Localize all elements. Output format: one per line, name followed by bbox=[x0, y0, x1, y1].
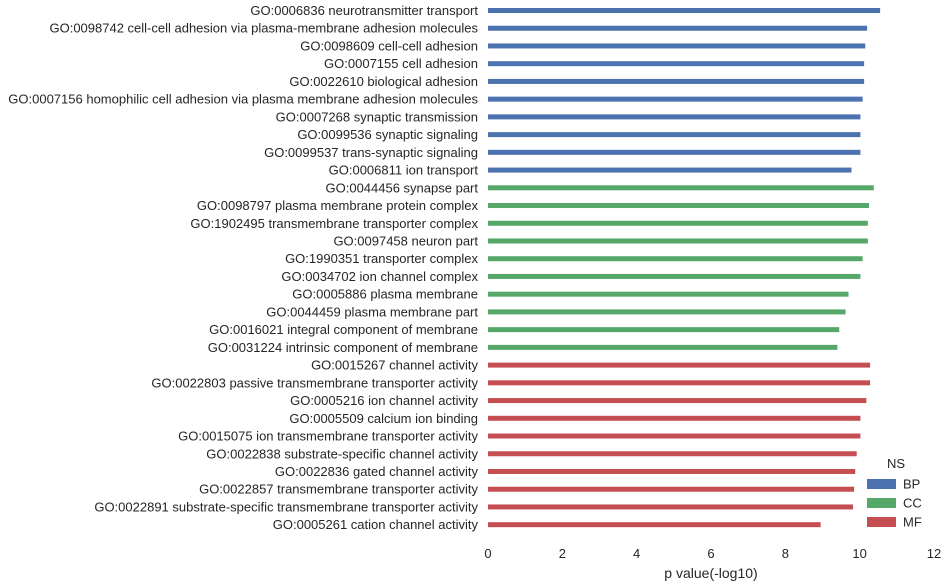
bar-bp-1 bbox=[488, 25, 868, 31]
category-label: GO:0022891 substrate-specific transmembr… bbox=[94, 499, 478, 514]
category-label: GO:0015075 ion transmembrane transporter… bbox=[178, 429, 478, 444]
category-label: GO:0097458 neuron part bbox=[333, 233, 478, 248]
bar-mf-26 bbox=[488, 468, 856, 474]
bar-mf-22 bbox=[488, 398, 867, 404]
category-label: GO:0099536 synaptic signaling bbox=[297, 127, 478, 142]
bar-mf-21 bbox=[488, 380, 871, 386]
legend-swatch-cc bbox=[867, 498, 896, 508]
bar-mf-20 bbox=[488, 362, 871, 368]
category-label: GO:0005509 calcium ion binding bbox=[289, 411, 478, 426]
bar-cc-12 bbox=[488, 220, 868, 226]
legend-swatch-bp bbox=[867, 479, 896, 489]
category-label: GO:0015267 channel activity bbox=[311, 358, 478, 373]
x-axis-title: p value(-log10) bbox=[664, 565, 757, 581]
legend-items: BP CC MF bbox=[867, 477, 922, 530]
legend-swatch-mf bbox=[867, 517, 896, 527]
x-tick-label: 8 bbox=[782, 546, 789, 561]
legend-label-mf: MF bbox=[903, 515, 922, 530]
bar-mf-28 bbox=[488, 504, 853, 510]
bar-bp-0 bbox=[488, 8, 881, 13]
category-label: GO:0007155 cell adhesion bbox=[324, 56, 478, 71]
bar-cc-17 bbox=[488, 309, 846, 315]
category-label: GO:0098609 cell-cell adhesion bbox=[300, 38, 478, 53]
x-tick-label: 0 bbox=[484, 546, 491, 561]
legend-label-bp: BP bbox=[903, 477, 920, 492]
bar-cc-10 bbox=[488, 185, 874, 191]
legend: NS BP CC MF bbox=[867, 456, 922, 530]
bar-cc-13 bbox=[488, 238, 868, 244]
category-label: GO:0031224 intrinsic component of membra… bbox=[208, 340, 478, 355]
bar-mf-29 bbox=[488, 522, 821, 528]
bar-bp-6 bbox=[488, 114, 861, 120]
x-tick-label: 6 bbox=[707, 546, 714, 561]
bar-cc-18 bbox=[488, 327, 840, 333]
bar-bp-4 bbox=[488, 78, 865, 84]
bar-bp-7 bbox=[488, 132, 861, 138]
category-label: GO:0005261 cation channel activity bbox=[273, 517, 479, 532]
category-label: GO:0022836 gated channel activity bbox=[275, 464, 479, 479]
category-label: GO:0098797 plasma membrane protein compl… bbox=[197, 198, 479, 213]
category-label: GO:0044456 synapse part bbox=[326, 180, 479, 195]
category-label: GO:0007268 synaptic transmission bbox=[276, 109, 478, 124]
bar-bp-8 bbox=[488, 149, 861, 155]
category-label: GO:0098742 cell-cell adhesion via plasma… bbox=[49, 21, 478, 36]
category-label: GO:1990351 transporter complex bbox=[285, 251, 478, 266]
x-tick-label: 10 bbox=[852, 546, 866, 561]
x-axis: 0 2 4 6 8 10 12 bbox=[484, 546, 941, 561]
bar-bp-3 bbox=[488, 61, 865, 67]
category-label: GO:0016021 integral component of membran… bbox=[209, 322, 478, 337]
category-label: GO:0005886 plasma membrane bbox=[292, 287, 478, 302]
category-label: GO:0022838 substrate-specific channel ac… bbox=[206, 446, 478, 461]
bar-cc-16 bbox=[488, 291, 849, 297]
category-label: GO:0022803 passive transmembrane transpo… bbox=[151, 375, 478, 390]
legend-title: NS bbox=[887, 456, 905, 471]
bar-mf-24 bbox=[488, 433, 861, 439]
legend-label-cc: CC bbox=[903, 496, 922, 511]
bar-cc-19 bbox=[488, 344, 838, 350]
x-tick-label: 2 bbox=[559, 546, 566, 561]
bar-mf-27 bbox=[488, 486, 855, 492]
bar-mf-23 bbox=[488, 415, 861, 421]
bar-bp-2 bbox=[488, 43, 866, 49]
category-label: GO:0022857 transmembrane transporter act… bbox=[199, 482, 478, 497]
x-tick-label: 4 bbox=[633, 546, 640, 561]
category-label: GO:0034702 ion channel complex bbox=[281, 269, 478, 284]
category-labels: GO:0006836 neurotransmitter transport GO:… bbox=[8, 3, 478, 532]
category-label: GO:1902495 transmembrane transporter com… bbox=[190, 216, 478, 231]
bar-bp-5 bbox=[488, 96, 863, 102]
category-label: GO:0044459 plasma membrane part bbox=[266, 304, 478, 319]
category-label: GO:0005216 ion channel activity bbox=[290, 393, 478, 408]
bar-cc-11 bbox=[488, 203, 869, 209]
category-label: GO:0006836 neurotransmitter transport bbox=[250, 3, 478, 18]
category-label: GO:0022610 biological adhesion bbox=[289, 74, 478, 89]
bar-cc-14 bbox=[488, 256, 863, 262]
bar-cc-15 bbox=[488, 273, 861, 279]
bars-layer bbox=[488, 8, 881, 528]
category-label: GO:0006811 ion transport bbox=[329, 163, 479, 178]
category-label: GO:0007156 homophilic cell adhesion via … bbox=[8, 92, 478, 107]
bar-mf-25 bbox=[488, 451, 857, 457]
x-tick-label: 12 bbox=[927, 546, 941, 561]
bar-bp-9 bbox=[488, 167, 852, 173]
category-label: GO:0099537 trans-synaptic signaling bbox=[264, 145, 478, 160]
